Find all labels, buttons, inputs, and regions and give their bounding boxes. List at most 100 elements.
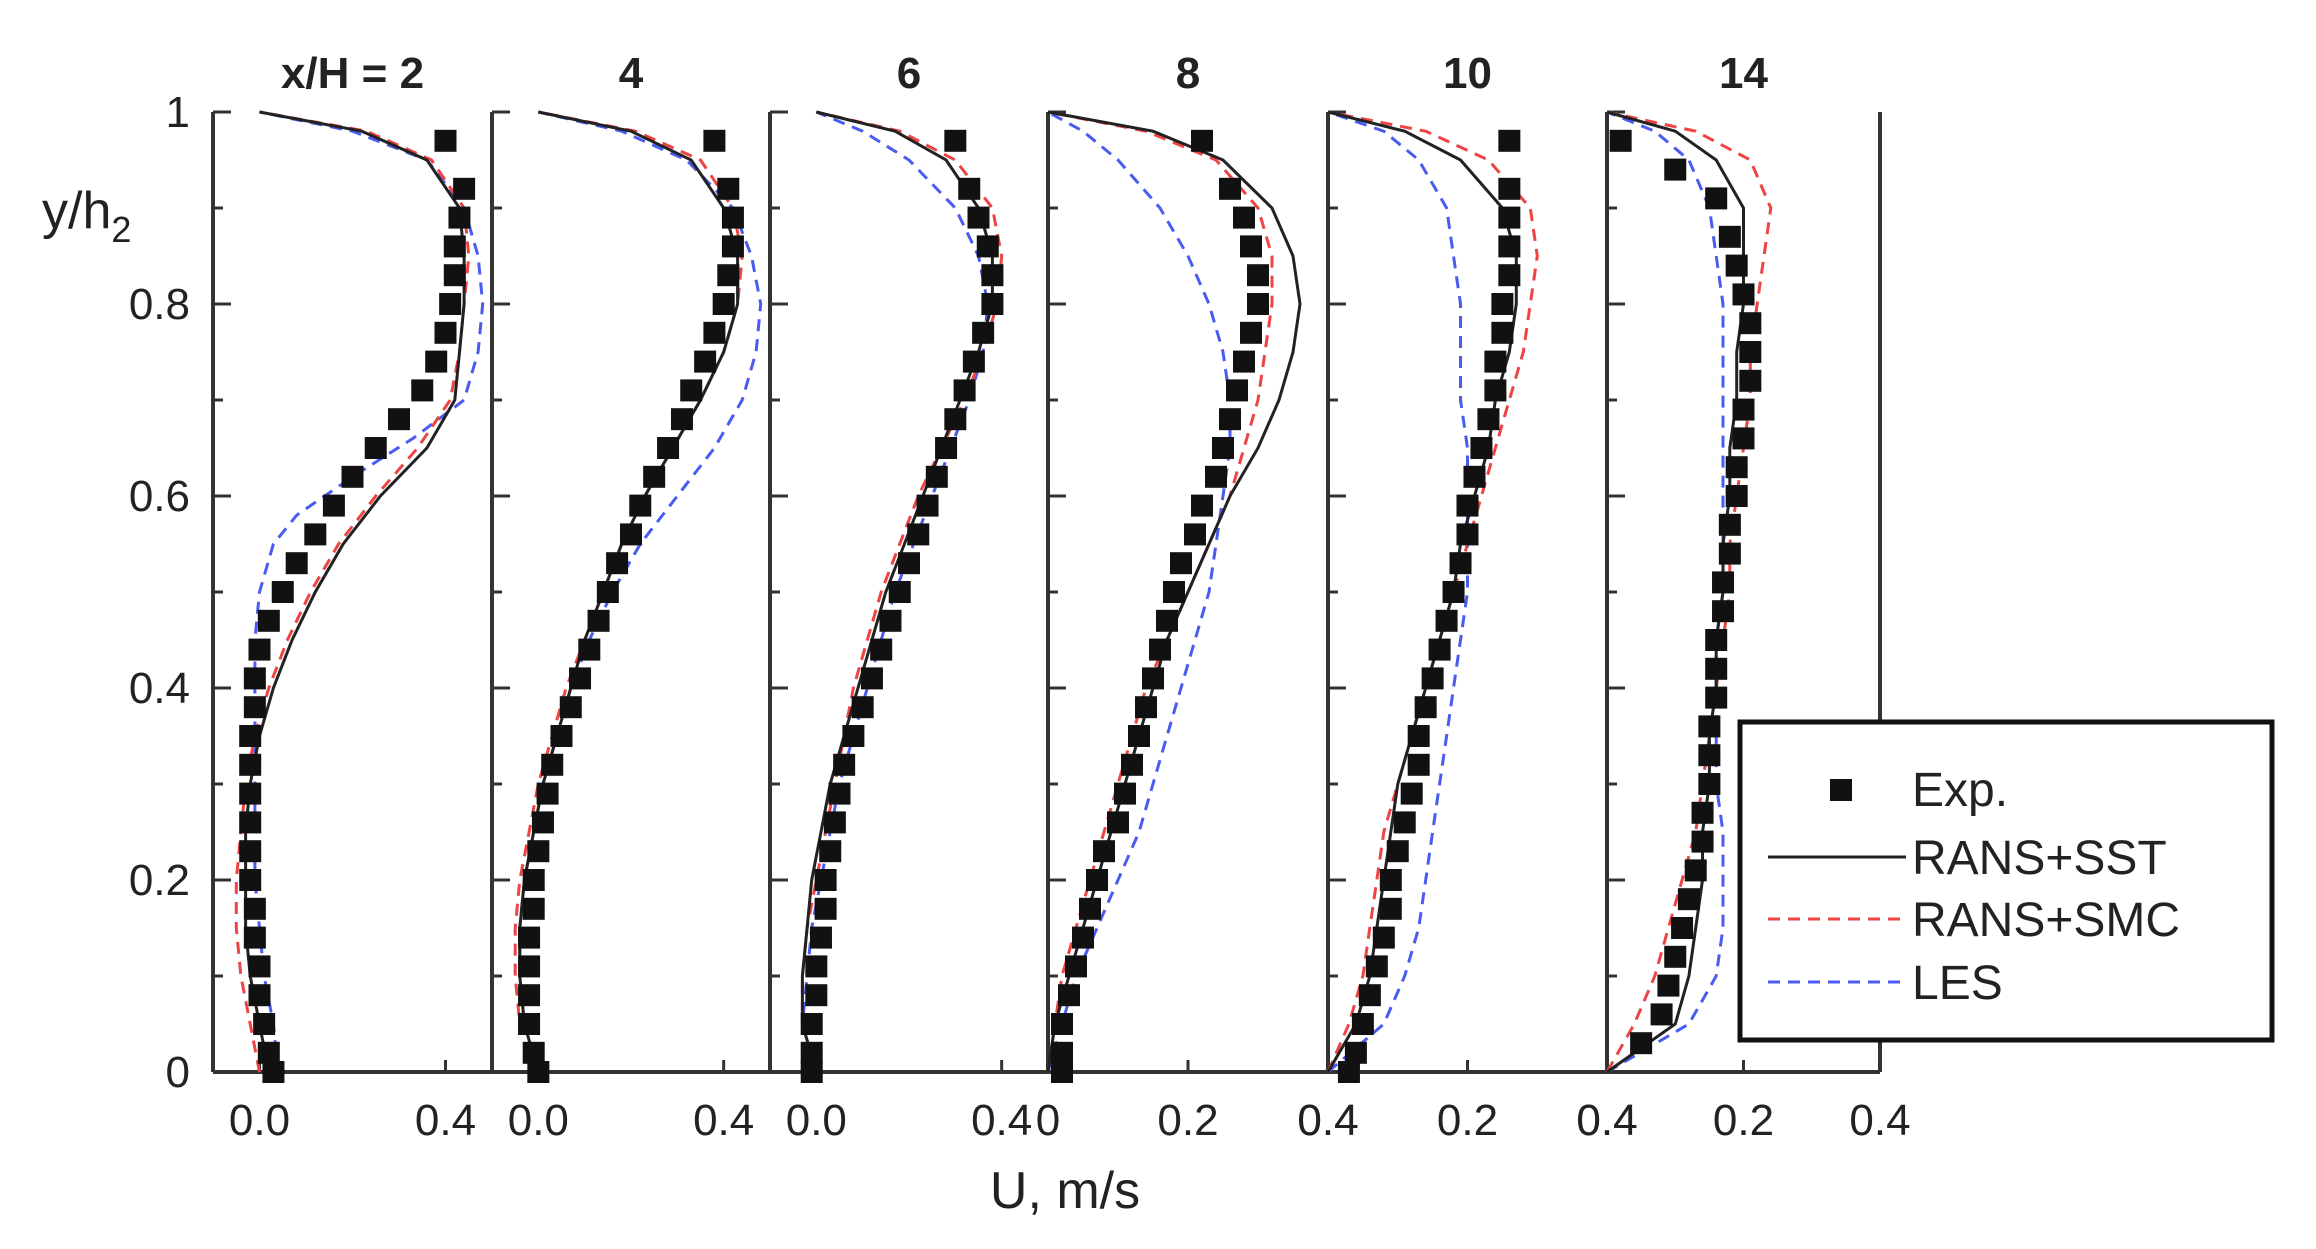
exp-data-point bbox=[800, 1013, 823, 1035]
x-tick-label: 0.4 bbox=[1576, 1096, 1637, 1145]
exp-data-point bbox=[1163, 581, 1185, 603]
exp-data-point bbox=[1191, 494, 1213, 517]
exp-data-point bbox=[285, 552, 308, 575]
exp-data-point bbox=[1477, 408, 1500, 431]
exp-data-point bbox=[1365, 955, 1388, 978]
exp-data-point bbox=[870, 638, 893, 661]
exp-data-point bbox=[1498, 235, 1521, 258]
exp-data-point bbox=[578, 638, 601, 661]
exp-data-point bbox=[1191, 129, 1213, 152]
x-tick-label: 0.0 bbox=[508, 1096, 569, 1145]
exp-data-point bbox=[833, 753, 856, 776]
exp-data-point bbox=[1358, 984, 1381, 1007]
exp-data-point bbox=[879, 609, 902, 632]
exp-data-point bbox=[243, 696, 266, 719]
exp-data-point bbox=[1149, 638, 1171, 661]
legend-smc-label: RANS+SMC bbox=[1912, 894, 2180, 947]
exp-data-point bbox=[1170, 552, 1192, 575]
exp-data-point bbox=[1051, 1013, 1073, 1035]
exp-data-point bbox=[1684, 859, 1707, 882]
exp-data-point bbox=[1705, 629, 1728, 651]
exp-data-point bbox=[944, 129, 967, 152]
exp-data-point bbox=[620, 523, 642, 546]
exp-data-point bbox=[717, 177, 740, 200]
exp-data-point bbox=[851, 696, 874, 719]
exp-data-point bbox=[721, 235, 744, 258]
exp-data-point bbox=[712, 293, 735, 315]
exp-data-point bbox=[1072, 926, 1094, 949]
series-sst-line bbox=[518, 110, 740, 1073]
series-sst-line bbox=[1326, 110, 1518, 1073]
exp-data-point bbox=[1093, 840, 1115, 863]
exp-data-point bbox=[531, 811, 554, 834]
exp-data-point bbox=[239, 869, 262, 891]
exp-data-point bbox=[262, 1061, 285, 1083]
panel-title: 14 bbox=[1719, 49, 1768, 98]
exp-data-point bbox=[527, 1061, 550, 1083]
exp-data-point bbox=[1609, 129, 1632, 152]
exp-data-point bbox=[1463, 465, 1486, 488]
exp-data-point bbox=[1079, 897, 1101, 920]
exp-data-point bbox=[257, 609, 280, 632]
panels-group: 0 0.2 0.4 0.6 0.8 1 x/H = 2 0.0 0.4 4 0.0 0.4 6 0.0 0.… bbox=[129, 49, 1911, 1145]
exp-data-point bbox=[1491, 293, 1514, 315]
y-tick-label: 0.6 bbox=[129, 472, 190, 521]
exp-data-point bbox=[1732, 283, 1755, 306]
exp-data-point bbox=[916, 494, 939, 517]
exp-data-point bbox=[1247, 293, 1269, 315]
exp-data-point bbox=[657, 437, 680, 459]
exp-data-point bbox=[809, 926, 832, 949]
panel-title: 8 bbox=[1176, 49, 1200, 98]
series-les-line bbox=[1046, 110, 1232, 1073]
exp-data-point bbox=[814, 897, 837, 920]
exp-data-point bbox=[976, 235, 999, 258]
exp-data-point bbox=[271, 581, 294, 603]
exp-data-point bbox=[1657, 974, 1680, 997]
panel-1: x/H = 2 0.0 0.4 bbox=[211, 49, 492, 1145]
exp-data-point bbox=[527, 840, 550, 863]
exp-data-point bbox=[670, 408, 693, 431]
exp-data-point bbox=[828, 782, 851, 805]
exp-data-point bbox=[1671, 917, 1694, 939]
exp-data-point bbox=[239, 840, 262, 863]
exp-data-point bbox=[1664, 945, 1687, 968]
exp-data-point bbox=[243, 926, 266, 949]
exp-data-point bbox=[248, 955, 271, 978]
exp-data-point bbox=[239, 782, 262, 805]
exp-data-point bbox=[248, 638, 271, 661]
exp-data-point bbox=[1725, 254, 1748, 277]
x-tick-label: 0 bbox=[1036, 1096, 1060, 1145]
series-smc-line bbox=[1605, 110, 1773, 1073]
exp-data-point bbox=[643, 465, 666, 488]
x-tick-label: 0.2 bbox=[1437, 1096, 1498, 1145]
series-les-line bbox=[1327, 110, 1469, 1074]
legend-box bbox=[1737, 719, 2275, 1043]
exp-data-point bbox=[606, 552, 629, 575]
exp-data-point bbox=[1732, 398, 1755, 421]
x-tick-label: 0.4 bbox=[1576, 1096, 1637, 1145]
exp-data-point bbox=[819, 840, 842, 863]
y-tick-label: 0.8 bbox=[129, 280, 190, 329]
exp-data-point bbox=[944, 408, 967, 431]
exp-data-point bbox=[1233, 350, 1255, 373]
exp-data-point bbox=[1698, 773, 1721, 795]
exp-data-point bbox=[1337, 1061, 1360, 1083]
exp-data-point bbox=[411, 379, 434, 402]
exp-data-point bbox=[1128, 725, 1150, 747]
exp-data-point bbox=[1691, 830, 1714, 853]
exp-data-point bbox=[1435, 609, 1458, 632]
exp-data-point bbox=[981, 264, 1004, 287]
exp-data-point bbox=[1739, 312, 1762, 335]
exp-data-point bbox=[1442, 581, 1465, 603]
exp-data-point bbox=[962, 350, 985, 373]
series-smc-line bbox=[234, 110, 471, 1073]
exp-data-point bbox=[1086, 869, 1108, 891]
exp-data-point bbox=[888, 581, 911, 603]
exp-data-point bbox=[907, 523, 930, 546]
exp-data-point bbox=[1421, 667, 1444, 690]
exp-data-point bbox=[1725, 456, 1748, 479]
series-sst-line bbox=[800, 110, 994, 1073]
exp-data-point bbox=[559, 696, 582, 719]
exp-data-point bbox=[1379, 897, 1402, 920]
exp-data-point bbox=[253, 1013, 276, 1035]
